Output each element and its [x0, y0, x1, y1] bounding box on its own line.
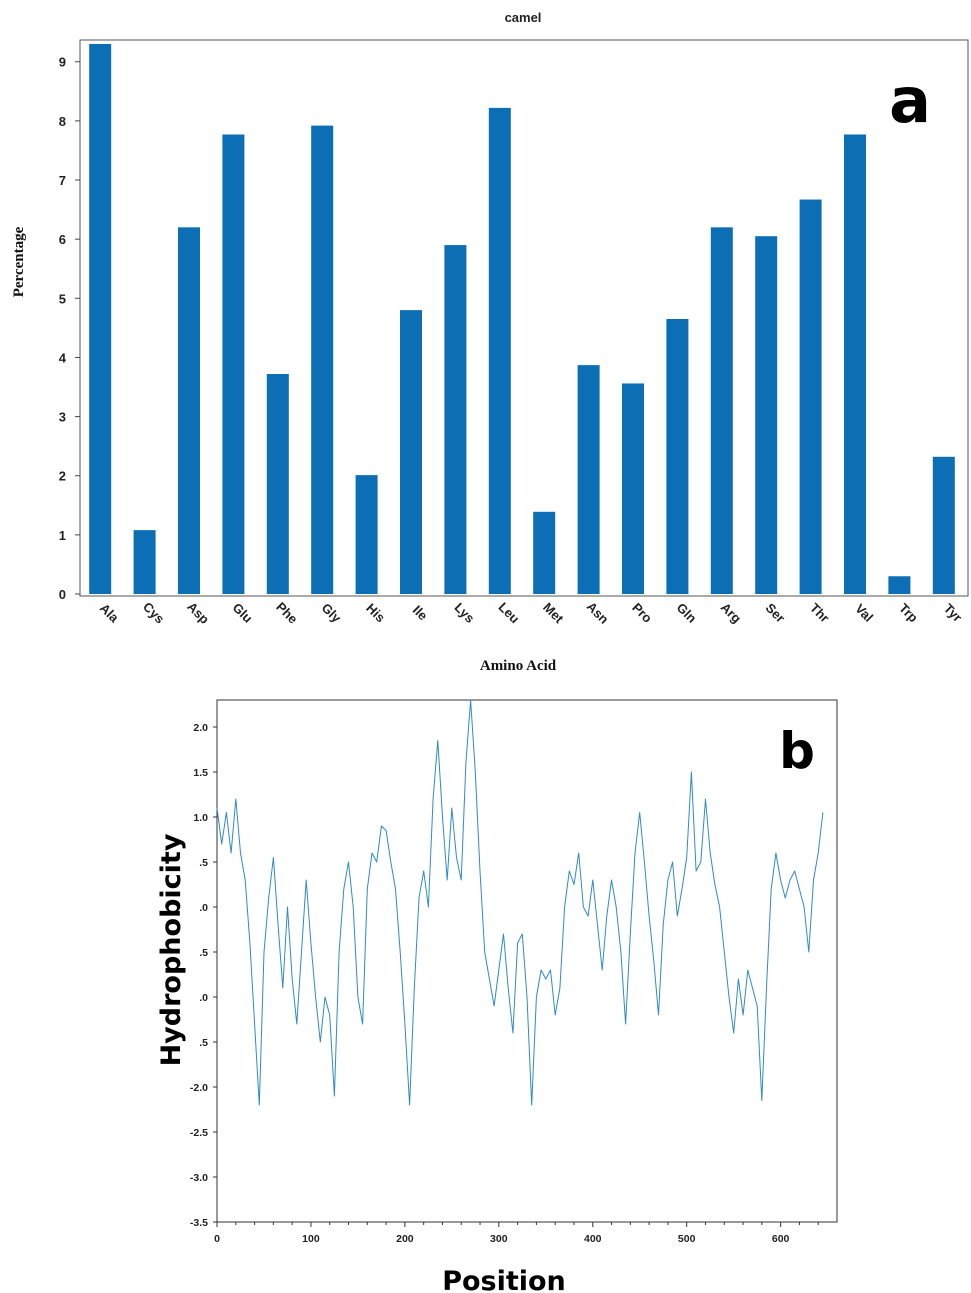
panel-a-y-tick-label: 3	[59, 410, 66, 425]
panel-a-letter: a	[889, 64, 931, 137]
panel-a-x-axis-label: Amino Acid	[480, 658, 557, 674]
panel-a-y-tick-label: 7	[59, 173, 66, 188]
panel-a-x-tick-label: Thr	[807, 600, 832, 625]
panel-a-bar	[888, 576, 911, 594]
panel-a-y-axis: 0 1 2 3 4 5 6 7 8 9	[59, 55, 80, 602]
panel-a-y-tick-label: 6	[59, 232, 66, 247]
panel-a-bar	[444, 245, 467, 595]
panel-b-y-tick-label: -2.5	[190, 1127, 208, 1139]
panel-a-x-tick-label: Phe	[273, 599, 300, 626]
panel-a-bar	[622, 383, 644, 594]
panel-b-x-tick-label: 200	[396, 1233, 414, 1245]
panel-a-bars	[89, 44, 955, 595]
panel-a-bar	[266, 374, 289, 594]
panel-a-y-tick-label: 1	[59, 528, 66, 543]
panel-b-x-tick-label: 0	[214, 1233, 220, 1245]
panel-a-x-tick-labels: Ala Cys Asp Glu Phe Gly His Ile Lys Leu Met Asn Pro G…	[97, 599, 965, 627]
panel-b-hydrophobicity-line	[216, 699, 824, 1106]
panel-b-x-axis-label: Position	[442, 1266, 566, 1293]
panel-a-bar	[577, 365, 600, 594]
panel-b-y-tick-label: .0	[199, 902, 208, 914]
panel-a-x-tick-label: Trp	[896, 600, 921, 625]
panel-a-x-tick-label: Cys	[140, 599, 167, 626]
panel-a-bar	[799, 199, 822, 594]
panel-b-y-tick-label: .5	[199, 1037, 208, 1049]
panel-b-y-tick-label: .5	[199, 857, 208, 869]
panel-b-x-tick-label: 300	[490, 1233, 508, 1245]
panel-a-bar	[666, 319, 689, 594]
panel-a-y-tick-label: 2	[59, 469, 66, 484]
panel-a-y-axis-label: Percentage	[11, 226, 27, 297]
panel-a-bar	[355, 475, 378, 594]
panel-a-y-tick-label: 9	[59, 55, 66, 70]
panel-b-y-tick-label: -2.0	[190, 1082, 208, 1094]
panel-a-bar	[400, 310, 422, 594]
panel-a-title: camel	[505, 10, 542, 25]
panel-a-y-tick-label: 8	[59, 114, 66, 129]
panel-a-x-tick-label: Lys	[452, 600, 478, 626]
panel-b-y-tick-label: -3.5	[190, 1217, 208, 1229]
panel-b-y-tick-label: .5	[199, 947, 208, 959]
panel-a-x-tick-label: His	[363, 600, 388, 625]
panel-a-x-tick-label: Ser	[763, 600, 788, 625]
panel-a-x-tick-label: Tyr	[941, 601, 965, 625]
panel-a-x-tick-label: Pro	[629, 600, 655, 626]
panel-a-x-tick-label: Asp	[184, 599, 212, 627]
panel-a-x-tick-label: Gly	[319, 600, 345, 626]
panel-b-y-tick-label: 1.0	[193, 812, 208, 824]
panel-b-y-tick-label: 2.0	[193, 722, 208, 734]
panel-a-x-tick-label: Arg	[718, 600, 744, 626]
panel-a-y-tick-label: 5	[59, 291, 66, 306]
panel-b-x-tick-label: 600	[772, 1233, 790, 1245]
panel-a-bar	[311, 125, 334, 594]
panel-a-x-tick-label: Val	[852, 601, 876, 625]
panel-b-y-tick-label: 1.5	[193, 767, 208, 779]
panel-a-bar	[755, 236, 778, 595]
panel-b-y-axis-label: Hydrophobicity	[156, 833, 187, 1066]
panel-a-x-tick-label: Glu	[230, 600, 256, 626]
panel-b-y-tick-label: .0	[199, 992, 208, 1004]
panel-b-x-tick-label: 500	[678, 1233, 696, 1245]
panel-b-x-axis: 0 100 200 300 400 500 600	[214, 1222, 819, 1245]
panel-b-y-tick-label: -3.0	[190, 1172, 208, 1184]
panel-b: 2.0 1.5 1.0 .5 .0 .5 .0 .5 -2.0 -2.5 -3.0 -3.5 0 100…	[156, 699, 838, 1293]
panel-a-bar	[844, 134, 866, 594]
panel-a-bar	[178, 227, 200, 595]
panel-a-bar	[533, 511, 556, 594]
panel-a-x-tick-label: Met	[540, 600, 567, 627]
panel-a-bar	[932, 456, 955, 594]
panel-a-x-tick-label: Ala	[97, 600, 122, 625]
panel-a-y-tick-label: 0	[59, 587, 66, 602]
panel-a-bar	[222, 134, 245, 594]
panel-b-plot-frame	[216, 699, 838, 1223]
panel-a-bar	[89, 44, 112, 594]
panel-b-x-tick-label: 400	[584, 1233, 602, 1245]
panel-a-x-tick-label: Ile	[410, 602, 431, 623]
panel-b-letter: b	[779, 722, 815, 780]
panel-a-x-tick-label: Leu	[496, 599, 523, 626]
panel-b-x-tick-label: 100	[302, 1233, 320, 1245]
panel-b-y-axis: 2.0 1.5 1.0 .5 .0 .5 .0 .5 -2.0 -2.5 -3.0 -3.5	[190, 722, 217, 1229]
panel-a: camel 0 1 2 3 4 5 6 7 8 9 Ala Cys Asp Glu Phe Gly His Il…	[11, 10, 969, 674]
panel-a-y-tick-label: 4	[59, 350, 67, 365]
panel-a-x-tick-label: Gln	[674, 600, 700, 626]
panel-a-x-tick-label: Asn	[584, 599, 612, 627]
panel-a-bar	[710, 227, 733, 595]
panel-a-bar	[488, 107, 511, 594]
panel-a-plot-frame	[79, 39, 969, 597]
panel-a-bar	[133, 530, 156, 594]
